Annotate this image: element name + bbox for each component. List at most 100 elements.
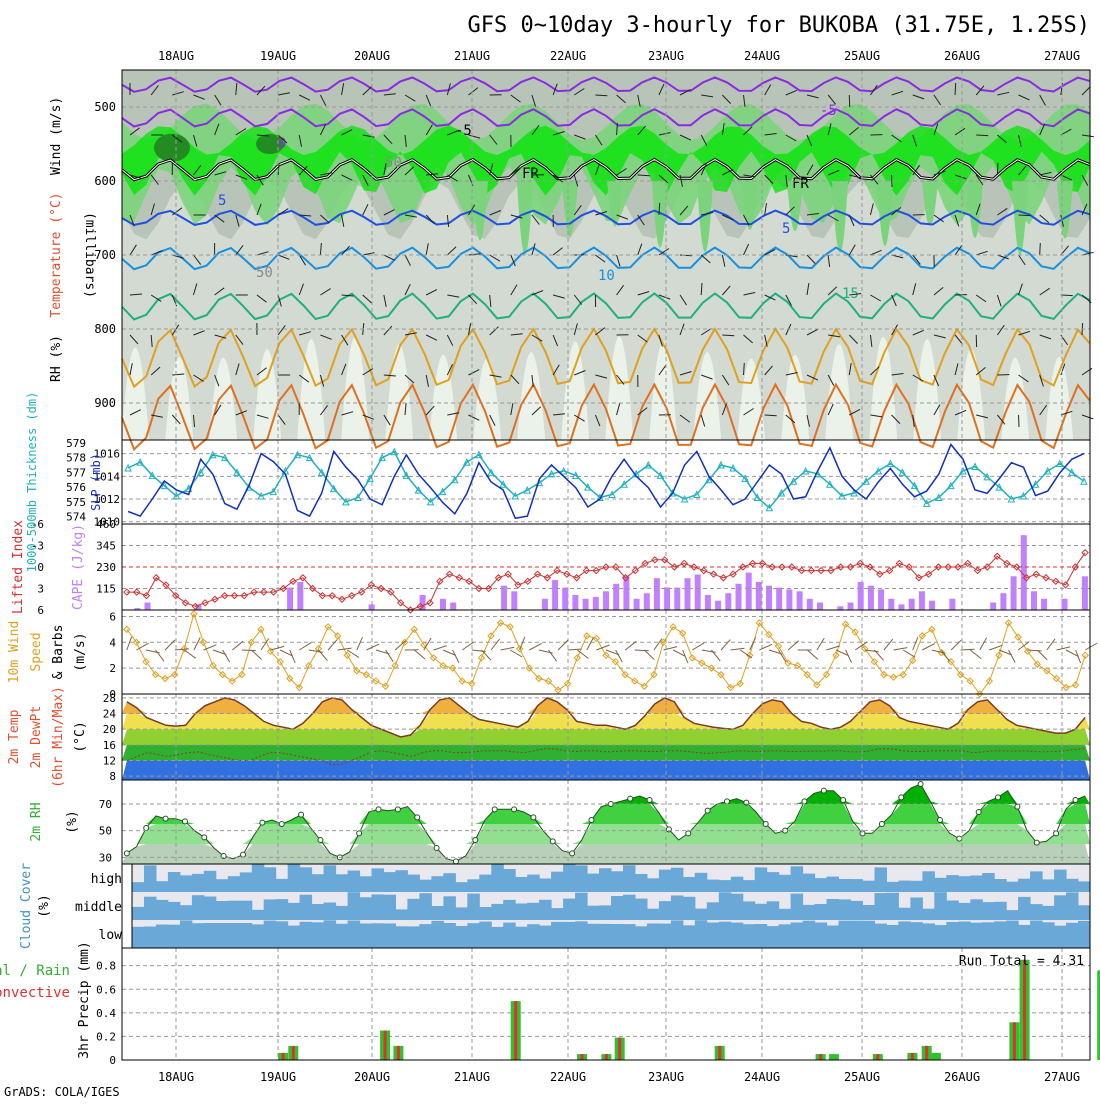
cloud-cell: [958, 903, 971, 920]
precip-conv-bar: [384, 1031, 387, 1061]
cloud-cell: [551, 922, 564, 948]
cloud-cell: [288, 903, 301, 920]
cape-bar: [511, 591, 517, 610]
rh-point: [124, 851, 129, 856]
rh-point: [686, 831, 691, 836]
cloud-cell: [958, 922, 971, 949]
cape-bar: [572, 595, 578, 610]
cloud-cell: [407, 875, 420, 892]
cape-bar: [603, 591, 609, 610]
cloud-cell: [743, 901, 756, 920]
wind-barb: [1019, 215, 1031, 216]
cloud-cell: [575, 865, 588, 892]
cloud-cell: [312, 874, 325, 892]
cloud-cell: [587, 874, 600, 892]
thickness-tick: 574: [66, 511, 86, 524]
temp-tick: 24: [103, 708, 117, 721]
cloud-cell: [539, 879, 552, 893]
cloud-cell: [240, 901, 253, 920]
cloud-level-label: middle: [75, 900, 122, 915]
ylabel-rh2m: 2m RH: [29, 802, 44, 841]
cloud-cell: [1054, 926, 1067, 948]
cloud-cell: [1006, 921, 1019, 948]
ylabel-li: Lifted Index: [11, 520, 26, 614]
cloud-cell: [360, 876, 373, 892]
cloud-cell: [252, 924, 264, 948]
cloud-cell: [994, 921, 1007, 948]
li-tick: -3: [31, 540, 44, 553]
cloud-cell: [1066, 892, 1079, 920]
precip-conv-bar: [925, 1046, 928, 1060]
rh-core: [154, 134, 190, 162]
cloud-level-label: low: [99, 928, 123, 943]
rh-point: [531, 815, 536, 820]
cloud-cell: [958, 876, 971, 892]
cloud-cell: [743, 880, 756, 892]
cloud-cell: [707, 880, 720, 892]
precip-conv-bar: [1013, 1022, 1016, 1060]
wind-barb: [1061, 295, 1073, 296]
cape-bar: [817, 603, 823, 611]
cloud-cell: [635, 874, 648, 892]
cloud-cell: [455, 882, 468, 892]
cloud-cell: [946, 922, 959, 948]
cape-tick: 345: [96, 540, 116, 553]
rh-tick: 30: [99, 851, 112, 864]
ylabel-temp: (°C): [73, 721, 88, 752]
rh-band: [122, 844, 1090, 864]
cloud-cell: [755, 904, 768, 920]
rh-point: [821, 788, 826, 793]
precip-conv-bar: [876, 1054, 879, 1060]
cloud-cell: [731, 877, 744, 892]
cloud-cell: [970, 899, 983, 920]
date-label-top: 26AUG: [944, 49, 980, 63]
cloud-cell: [635, 926, 648, 948]
cloud-cell: [1042, 906, 1055, 920]
cloud-cell: [431, 906, 444, 920]
precip-tick: 0.2: [96, 1030, 116, 1043]
rh-point: [937, 818, 942, 823]
cloud-cell: [431, 921, 444, 948]
panel4-ylabel: 10m Wind: [7, 621, 22, 684]
cloud-cell: [515, 927, 528, 948]
surface-wind-barb: [961, 649, 975, 650]
li-tick: 6: [37, 604, 44, 617]
rh-point: [976, 810, 981, 815]
precip-conv-bar: [718, 1046, 721, 1060]
cloud-cell: [886, 925, 899, 948]
cloud-cell: [479, 907, 492, 920]
precip-tick: 0: [109, 1054, 116, 1067]
cloud-cell: [1030, 904, 1043, 920]
panel3-ylabel-r: CAPE (J/kg): [71, 524, 86, 610]
cloud-cell: [204, 923, 217, 948]
cloud-cell: [491, 864, 504, 892]
cloud-cell: [922, 923, 935, 948]
cloud-cell: [503, 900, 516, 920]
precip-conv-bar: [397, 1046, 400, 1060]
cloud-cell: [216, 901, 229, 920]
ylabel-wind-b: Speed: [29, 632, 44, 671]
cloud-cell: [767, 872, 780, 892]
isotherm-label: FR: [522, 166, 539, 182]
cloud-cell: [767, 926, 780, 948]
cloud-cell: [599, 924, 612, 948]
cape-bar: [654, 578, 660, 610]
cloud-cell: [503, 869, 516, 892]
precip-tick: 0.4: [96, 1007, 116, 1020]
cape-bar: [440, 599, 446, 610]
cloud-cell: [144, 865, 157, 892]
li-tick: -6: [31, 518, 44, 531]
cloud-cell: [264, 921, 277, 948]
cloud-cell: [611, 896, 624, 920]
cloud-cell: [216, 923, 229, 948]
cape-bar: [766, 586, 772, 610]
cloud-cell: [419, 880, 432, 892]
rh-point: [647, 798, 652, 803]
cloud-cell: [1078, 905, 1091, 920]
cloud-cell: [827, 926, 840, 949]
ylabel-precip: 3hr Precip (mm): [77, 941, 92, 1058]
ylabel-cloud: Cloud Cover: [19, 863, 34, 949]
cloud-cell: [779, 875, 792, 892]
cloud-cell: [348, 921, 361, 949]
cloud-cell: [599, 868, 612, 892]
